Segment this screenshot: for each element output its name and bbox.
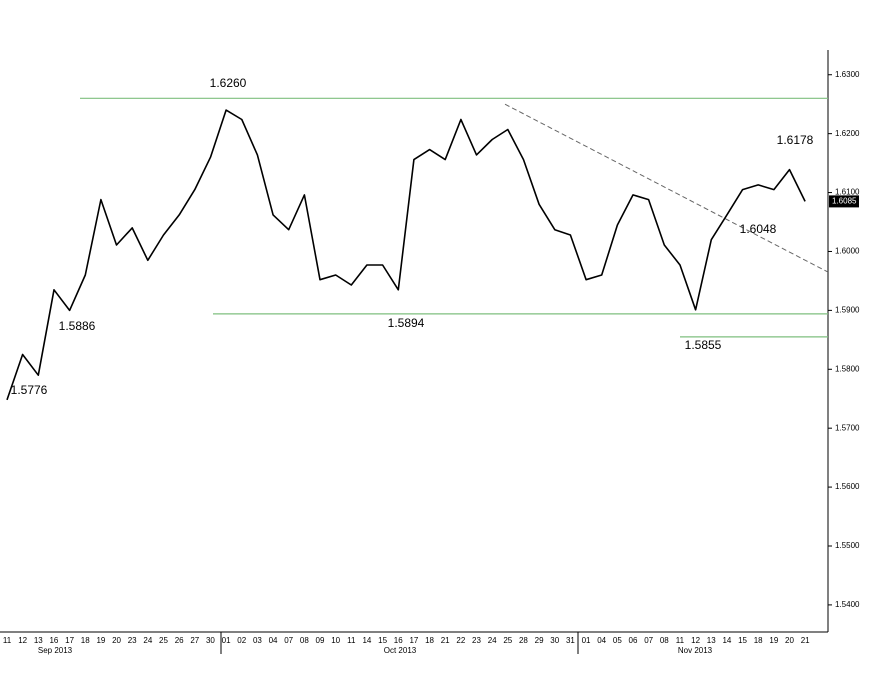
x-tick-label: 07 bbox=[644, 636, 653, 645]
annotation: 1.5894 bbox=[388, 316, 425, 330]
x-tick-label: 04 bbox=[597, 636, 606, 645]
x-tick-label: 17 bbox=[409, 636, 418, 645]
trendline bbox=[504, 103, 829, 273]
x-tick-label: 11 bbox=[3, 636, 12, 645]
x-tick-label: 17 bbox=[65, 636, 74, 645]
x-tick-label: 03 bbox=[253, 636, 262, 645]
y-tick-label: 1.5700 bbox=[835, 423, 860, 432]
price-line bbox=[6, 109, 806, 401]
x-tick-label: 28 bbox=[519, 636, 528, 645]
x-tick-label: 24 bbox=[143, 636, 152, 645]
x-tick-label: 31 bbox=[566, 636, 575, 645]
annotation: 1.6260 bbox=[210, 76, 247, 90]
x-tick-label: 14 bbox=[722, 636, 731, 645]
x-tick-label: 26 bbox=[175, 636, 184, 645]
x-tick-label: 16 bbox=[49, 636, 58, 645]
x-tick-label: 11 bbox=[676, 636, 685, 645]
x-tick-label: 16 bbox=[394, 636, 403, 645]
x-tick-label: 14 bbox=[362, 636, 371, 645]
x-tick-label: 27 bbox=[190, 636, 199, 645]
x-tick-label: 19 bbox=[96, 636, 105, 645]
x-tick-label: 25 bbox=[503, 636, 512, 645]
x-tick-label: 05 bbox=[613, 636, 622, 645]
x-tick-label: 23 bbox=[472, 636, 481, 645]
x-tick-label: 18 bbox=[81, 636, 90, 645]
annotation: 1.6178 bbox=[777, 133, 814, 147]
x-tick-label: 01 bbox=[582, 636, 591, 645]
y-tick-label: 1.5500 bbox=[835, 541, 860, 550]
x-tick-label: 15 bbox=[738, 636, 747, 645]
y-tick-label: 1.6300 bbox=[835, 70, 860, 79]
x-tick-label: 20 bbox=[785, 636, 794, 645]
annotation: 1.5776 bbox=[11, 383, 48, 397]
x-tick-label: 09 bbox=[316, 636, 325, 645]
x-tick-label: 22 bbox=[456, 636, 465, 645]
x-tick-label: 21 bbox=[801, 636, 810, 645]
x-tick-label: 13 bbox=[34, 636, 43, 645]
x-tick-label: 23 bbox=[128, 636, 137, 645]
x-tick-label: 12 bbox=[691, 636, 700, 645]
month-label: Oct 2013 bbox=[384, 646, 417, 655]
y-tick-label: 1.6000 bbox=[835, 247, 860, 256]
annotation: 1.5855 bbox=[685, 338, 722, 352]
y-tick-label: 1.5600 bbox=[835, 482, 860, 491]
x-tick-label: 19 bbox=[769, 636, 778, 645]
x-tick-label: 13 bbox=[707, 636, 716, 645]
y-tick-label: 1.5400 bbox=[835, 600, 860, 609]
x-tick-label: 08 bbox=[300, 636, 309, 645]
x-tick-label: 25 bbox=[159, 636, 168, 645]
x-tick-label: 10 bbox=[331, 636, 340, 645]
x-tick-label: 20 bbox=[112, 636, 121, 645]
x-tick-label: 04 bbox=[269, 636, 278, 645]
y-tick-label: 1.5800 bbox=[835, 364, 860, 373]
x-tick-label: 08 bbox=[660, 636, 669, 645]
annotation: 1.5886 bbox=[59, 319, 96, 333]
last-price-box bbox=[829, 195, 859, 208]
x-tick-label: 24 bbox=[488, 636, 497, 645]
x-tick-label: 06 bbox=[629, 636, 638, 645]
x-tick-label: 12 bbox=[18, 636, 27, 645]
month-label: Sep 2013 bbox=[38, 646, 73, 655]
x-tick-label: 18 bbox=[425, 636, 434, 645]
x-tick-label: 29 bbox=[535, 636, 544, 645]
x-tick-label: 02 bbox=[237, 636, 246, 645]
month-label: Nov 2013 bbox=[678, 646, 713, 655]
x-tick-label: 30 bbox=[206, 636, 215, 645]
x-tick-label: 21 bbox=[441, 636, 450, 645]
y-tick-label: 1.6200 bbox=[835, 129, 860, 138]
x-tick-label: 01 bbox=[222, 636, 231, 645]
x-tick-label: 18 bbox=[754, 636, 763, 645]
x-tick-label: 11 bbox=[347, 636, 356, 645]
x-tick-label: 07 bbox=[284, 636, 293, 645]
y-tick-label: 1.5900 bbox=[835, 305, 860, 314]
last-price-label: 1.6085 bbox=[832, 197, 857, 206]
annotation: 1.6048 bbox=[740, 222, 777, 236]
y-tick-label: 1.6100 bbox=[835, 188, 860, 197]
x-tick-label: 15 bbox=[378, 636, 387, 645]
x-tick-label: 30 bbox=[550, 636, 559, 645]
